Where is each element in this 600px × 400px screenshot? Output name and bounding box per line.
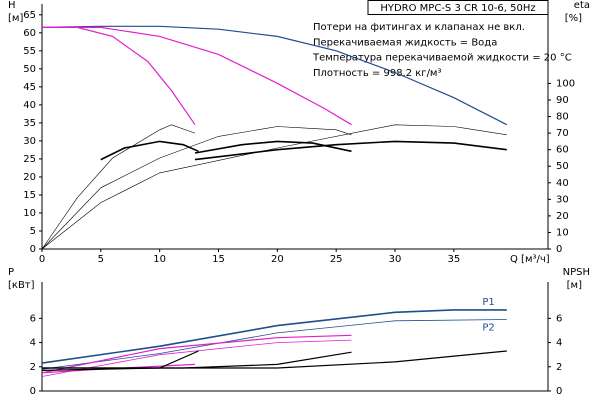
y-tick-label: 30 <box>23 136 36 147</box>
x-tick-label: 25 <box>330 254 343 265</box>
y2-tick-label: 4 <box>556 338 562 349</box>
y2-tick-label: 60 <box>556 145 569 156</box>
curve <box>41 309 507 364</box>
curve <box>41 339 352 377</box>
y2-unit: [м] <box>567 280 582 291</box>
annotation: Температура перекачиваемой жидкости = 20… <box>312 53 572 64</box>
y2-unit: [%] <box>565 13 582 24</box>
y2-tick-label: 6 <box>556 313 562 324</box>
y2-tick-label: 0 <box>556 386 562 397</box>
y-tick-label: 40 <box>23 100 36 111</box>
y-tick-label: 25 <box>23 154 36 165</box>
y-tick-label: 5 <box>30 226 36 237</box>
curve <box>41 124 507 250</box>
y-tick-label: 2 <box>30 362 36 373</box>
series-label: P2 <box>482 323 494 334</box>
annotation: Плотность = 998.2 кг/м³ <box>313 68 442 79</box>
x-tick-label: 35 <box>447 254 460 265</box>
y2-tick-label: 80 <box>556 112 569 123</box>
y-tick-label: 20 <box>23 172 36 183</box>
y2-tick-label: 30 <box>556 194 569 205</box>
x-label: Q [м³/ч] <box>510 254 550 265</box>
y-unit: [кВт] <box>8 280 35 291</box>
curve <box>42 351 352 369</box>
y-tick-label: 0 <box>30 244 36 255</box>
y-tick-label: 35 <box>23 118 36 129</box>
y-tick-label: 45 <box>23 82 36 93</box>
y2-tick-label: 0 <box>556 244 562 255</box>
y2-tick-label: 100 <box>556 78 575 89</box>
y2-tick-label: 10 <box>556 227 569 238</box>
curve <box>42 26 196 126</box>
y-tick-label: 65 <box>23 10 36 21</box>
y-tick-label: 50 <box>23 64 36 75</box>
y2-label: NPSH <box>563 267 590 278</box>
y2-tick-label: 40 <box>556 178 569 189</box>
x-tick-label: 30 <box>389 254 402 265</box>
y-tick-label: 10 <box>23 208 36 219</box>
y2-tick-label: 20 <box>556 211 569 222</box>
annotation: Потери на фитингах и клапанах не вкл. <box>313 22 525 33</box>
series-label: P1 <box>482 297 494 308</box>
x-tick-label: 0 <box>39 254 45 265</box>
x-tick-label: 10 <box>153 254 166 265</box>
y-tick-label: 60 <box>23 28 36 39</box>
y-label: H <box>8 0 16 11</box>
curve <box>41 25 508 126</box>
y-label: P <box>8 267 14 278</box>
x-tick-label: 15 <box>212 254 225 265</box>
y-tick-label: 0 <box>30 386 36 397</box>
curve <box>41 350 199 371</box>
x-tick-label: 5 <box>98 254 104 265</box>
curve <box>41 319 507 370</box>
y-tick-label: 55 <box>23 46 36 57</box>
curve <box>41 126 352 250</box>
curve <box>100 140 199 161</box>
curve <box>41 334 352 374</box>
y2-label: eta <box>574 0 590 11</box>
annotation: Перекачиваемая жидкость = Вода <box>313 37 497 48</box>
curve <box>194 140 352 154</box>
y-tick-label: 4 <box>30 338 36 349</box>
y2-tick-label: 50 <box>556 161 569 172</box>
y2-tick-label: 2 <box>556 362 562 373</box>
y-tick-label: 6 <box>30 313 36 324</box>
y2-tick-label: 70 <box>556 128 569 139</box>
chart-title: HYDRO MPC-S 3 CR 10-6, 50Hz <box>380 3 535 14</box>
y-unit: [м] <box>8 13 23 24</box>
y2-tick-label: 90 <box>556 95 569 106</box>
curve <box>42 26 352 126</box>
y-tick-label: 15 <box>23 190 36 201</box>
curve <box>194 140 507 161</box>
x-tick-label: 20 <box>271 254 284 265</box>
curve <box>41 124 196 250</box>
